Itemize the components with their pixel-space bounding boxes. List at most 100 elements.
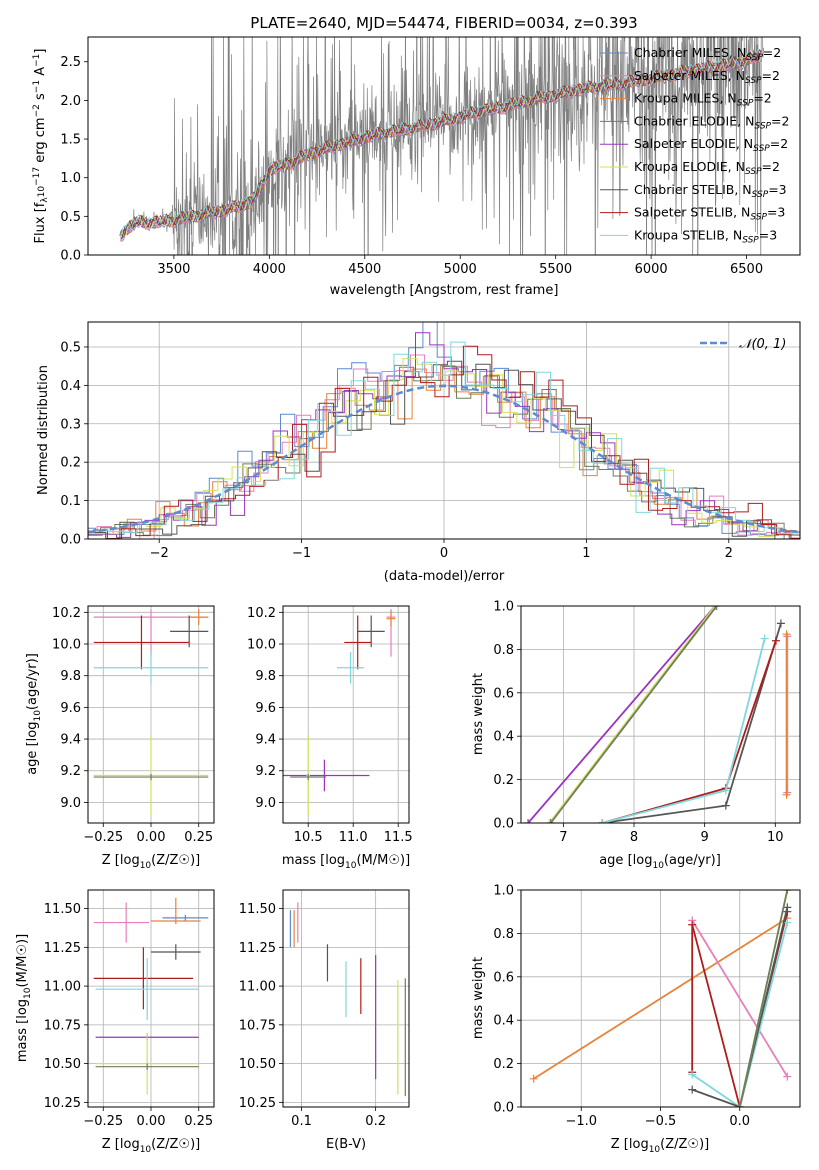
- errorbar-salpeter_stelib: [93, 615, 190, 670]
- series-marker-chabrier_elodie: [735, 1103, 744, 1107]
- axis-ticks: 10.5 11.0 11.5 9.0 9.2 9.4 9.6 9.8 10.0 10.2: [247, 606, 413, 845]
- y-tick-label: 9.8: [255, 669, 276, 684]
- histogram-chabrier_miles: [88, 322, 794, 536]
- y-tick-label: 9.2: [60, 764, 81, 779]
- series-marker-kroupa_stelib: [760, 634, 769, 643]
- series-line-kroupa_stelib: [691, 922, 789, 1107]
- x-tick-label: 9: [701, 830, 709, 845]
- model-line-kroupa_stelib: [120, 49, 763, 240]
- series-line-chabrier_elodie: [738, 890, 789, 1107]
- x-tick-label: −0.5: [645, 1114, 677, 1129]
- x-axis-label: Z [log10(Z/Z☉)]: [102, 1137, 200, 1155]
- errorbar-chabrier_elodie: [95, 1063, 199, 1070]
- series-line-chabrier_elodie: [549, 606, 718, 823]
- errorbar-chabrier_miles: [162, 914, 209, 921]
- series-line-kroupa_elodie: [548, 606, 716, 823]
- histogram-kroupa_stelib: [94, 341, 800, 535]
- axis-ticks: −2 −1 0 1 2 0.0 0.1 0.2 0.3 0.4 0.5: [60, 340, 733, 561]
- y-tick-label: 11.25: [44, 941, 81, 956]
- y-tick-label: 10.0: [52, 638, 81, 653]
- x-tick-label: 1: [582, 546, 590, 561]
- y-tick-label: 10.25: [44, 1096, 81, 1111]
- axis-ticks: 0.1 0.2 10.25 10.50 10.75 11.00 11.25 11.50: [239, 902, 386, 1129]
- series-marker-salpeter_elodie: [524, 819, 533, 823]
- errorbar-chabrier_elodie: [290, 773, 327, 781]
- errorbar-salpeter_elodie: [283, 759, 370, 792]
- x-tick-label: 0.00: [137, 830, 166, 845]
- legend-label-kroupa_elodie: Kroupa ELODIE, NSSP=2: [634, 159, 780, 177]
- x-tick-label: 2: [725, 546, 733, 561]
- x-tick-label: −2: [150, 546, 169, 561]
- x-tick-label: 6500: [730, 262, 763, 277]
- x-tick-label: 8: [630, 830, 638, 845]
- legend-label-chabrier_miles: Chabrier MILES, NSSP=2: [634, 45, 781, 63]
- panel-weight_vs_Z: −1.0 −0.5 0.0 0.0 0.2 0.4 0.6 0.8 1.0: [493, 884, 801, 1129]
- series-marker-chabrier_stelib: [776, 619, 785, 628]
- series-marker-kroupa_stelib: [598, 819, 607, 823]
- y-tick-label: 11.00: [239, 980, 276, 995]
- axes-frame: [87, 605, 215, 824]
- y-tick-label: 9.2: [255, 764, 276, 779]
- y-tick-label: 0.0: [493, 817, 514, 832]
- y-tick-label: 1.0: [493, 600, 514, 615]
- x-tick-label: 4500: [348, 262, 381, 277]
- x-tick-label: 10: [767, 830, 784, 845]
- x-axis-label: wavelength [Angstrom, rest frame]: [330, 283, 559, 298]
- axes-frame: [87, 36, 801, 256]
- x-tick-label: 4000: [253, 262, 286, 277]
- y-tick-label: 9.0: [255, 796, 276, 811]
- y-tick-label: 0.5: [60, 210, 81, 225]
- series-marker-kroupa_miles: [782, 630, 791, 639]
- x-tick-label: 5500: [539, 262, 572, 277]
- y-tick-label: 0.5: [60, 340, 81, 355]
- chart-title: PLATE=2640, MJD=54474, FIBERID=0034, z=0…: [250, 14, 637, 32]
- y-tick-label: 10.75: [44, 1018, 81, 1033]
- series-line-kroupa_stelib: [601, 638, 766, 823]
- y-tick-label: 9.0: [60, 796, 81, 811]
- errorbar-salpeter_stelib: [344, 615, 372, 670]
- series-marker-kroupa_miles: [529, 1074, 538, 1083]
- panel-residuals: −2 −1 0 1 2 0.0 0.1 0.2 0.3 0.4 0.5: [60, 321, 801, 561]
- x-tick-label: −1.0: [565, 1114, 597, 1129]
- y-tick-label: 11.00: [44, 980, 81, 995]
- x-axis-label: age [log10(age/yr)]: [599, 853, 721, 871]
- x-tick-label: 11.5: [384, 830, 413, 845]
- series-line-kroupa_miles: [533, 917, 788, 1080]
- x-tick-label: 5000: [444, 262, 477, 277]
- y-axis-label: Flux [fλ10−17 erg cm−2 s−1 A−1]: [32, 49, 50, 244]
- axes-frame: [520, 889, 801, 1108]
- y-tick-label: 9.6: [60, 701, 81, 716]
- legend-label-salpeter_elodie: Salpeter ELODIE, NSSP=2: [634, 136, 788, 154]
- legend-label-kroupa_stelib: Kroupa STELIB, NSSP=3: [634, 227, 777, 245]
- y-tick-label: 11.50: [44, 902, 81, 917]
- x-tick-label: −1: [292, 546, 311, 561]
- axis-ticks: 3500 4000 4500 5000 5500 6000 6500 0.0 0.5 1.0 1.5…: [60, 55, 763, 277]
- panel-mass_vs_Z: −0.25 0.00 0.25 10.25 10.50 10.75 11.00 11.25 11…: [44, 889, 215, 1129]
- series-marker-kroupa_stelib: [721, 786, 730, 795]
- errorbar-salpeter_miles: [93, 902, 150, 943]
- x-tick-label: 0.0: [729, 1114, 750, 1129]
- y-tick-label: 11.25: [239, 941, 276, 956]
- plot-area: [119, 37, 765, 255]
- axes-frame: [282, 889, 410, 1108]
- plot-area: [289, 902, 406, 1097]
- series-marker-kroupa_miles: [782, 790, 791, 799]
- y-tick-label: 0.0: [60, 533, 81, 548]
- series-line-salpeter_miles: [691, 919, 789, 1078]
- series-marker-chabrier_stelib: [783, 903, 792, 912]
- x-tick-label: 0.25: [184, 1114, 213, 1129]
- errorbar-chabrier_elodie: [93, 773, 209, 781]
- y-tick-label: 0.8: [493, 927, 514, 942]
- y-tick-label: 1.0: [60, 171, 81, 186]
- plot-area: [524, 606, 792, 823]
- x-tick-label: 0: [440, 546, 448, 561]
- errorbar-kroupa_miles: [386, 610, 396, 627]
- series-line-chabrier_stelib: [602, 623, 782, 823]
- series-marker-chabrier_elodie: [546, 819, 555, 823]
- errorbar-kroupa_stelib: [95, 958, 199, 1021]
- series-marker-kroupa_elodie: [545, 819, 554, 823]
- x-tick-label: 6000: [635, 262, 668, 277]
- x-tick-label: 0.00: [137, 1114, 166, 1129]
- x-tick-label: −0.25: [83, 1114, 123, 1129]
